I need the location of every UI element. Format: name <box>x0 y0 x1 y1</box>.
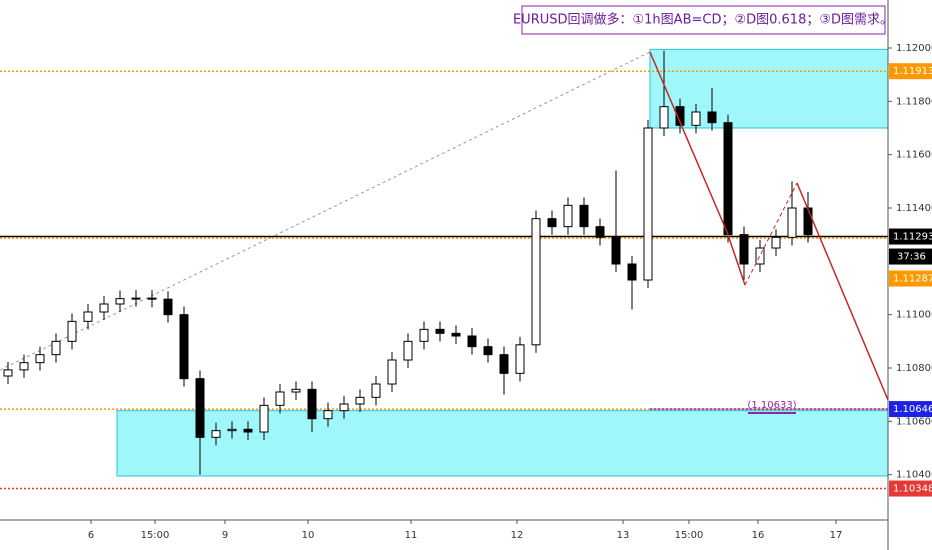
candle-body <box>771 236 781 249</box>
abcd-dashed <box>744 182 798 286</box>
candle-body <box>675 106 685 126</box>
price-label-bg <box>889 63 932 80</box>
price-label: 1.11293 <box>893 232 932 243</box>
y-tick-label: 1.11600 <box>896 150 932 161</box>
candle-body <box>787 207 797 238</box>
candle-body <box>291 388 301 393</box>
y-tick-label: 1.11800 <box>896 96 932 107</box>
candle-body <box>259 404 269 433</box>
candle-body <box>547 218 557 228</box>
candle-body <box>115 298 125 305</box>
candle-body <box>147 297 157 300</box>
candle-body <box>275 391 285 406</box>
candle-body <box>643 127 653 281</box>
candle-body <box>483 346 493 356</box>
price-label-bg <box>889 270 932 287</box>
x-tick-label: 15:00 <box>675 530 704 541</box>
candle-body <box>19 362 29 371</box>
candle-body <box>163 298 173 316</box>
candle-body <box>195 378 205 438</box>
candle-body <box>467 335 477 348</box>
candle-body <box>579 204 589 228</box>
candle-body <box>595 226 605 238</box>
candle-body <box>307 388 317 420</box>
timer: 37:36 <box>897 252 926 263</box>
candle-body <box>707 111 717 124</box>
candle-body <box>179 314 189 380</box>
price-label-bg <box>889 401 932 418</box>
abcd-projection <box>796 182 889 401</box>
y-tick-label: 1.10800 <box>896 363 932 374</box>
candle-body <box>3 369 13 377</box>
price-label: 1.11913 <box>893 66 932 77</box>
candle-body <box>563 204 573 228</box>
candle-body <box>339 403 349 412</box>
candle-body <box>131 297 141 300</box>
x-tick-label: 16 <box>752 530 765 541</box>
annotation-box <box>521 5 886 35</box>
trend-line <box>0 51 651 371</box>
y-tick-label: 1.12000 <box>896 43 932 54</box>
candle-body <box>403 340 413 361</box>
candle-body <box>803 207 813 236</box>
price-label-bg <box>889 228 932 245</box>
y-tick-label: 1.10600 <box>896 416 932 427</box>
abcd-line <box>649 51 746 286</box>
candle-body <box>227 428 237 432</box>
candle-body <box>531 218 541 346</box>
measure-label: (1.10633) <box>747 400 796 411</box>
x-tick-label: 10 <box>302 530 315 541</box>
candle-body <box>35 354 45 364</box>
x-tick-label: 9 <box>222 530 228 541</box>
x-tick-label: 15:00 <box>141 530 170 541</box>
x-tick-label: 13 <box>617 530 630 541</box>
y-tick-label: 1.10400 <box>896 470 932 481</box>
annotation: EURUSD回调做多：①1h图AB=CD；②D图0.618；③D图需求。 <box>513 12 893 28</box>
price-label: 1.10348 <box>893 484 932 495</box>
candle-body <box>419 328 429 342</box>
candle-body <box>659 106 669 129</box>
candle-body <box>723 122 733 236</box>
candle-body <box>67 320 77 342</box>
y-tick-label: 1.11400 <box>896 203 932 214</box>
candle-body <box>627 263 637 281</box>
price-label: 1.10646 <box>893 404 932 415</box>
candle-body <box>211 430 221 438</box>
candle-body <box>323 410 333 420</box>
candle-body <box>99 303 109 313</box>
candle-body <box>691 111 701 126</box>
candle-body <box>755 247 765 265</box>
candle-body <box>243 428 253 433</box>
timer-bg <box>889 248 932 265</box>
candle-body <box>515 344 525 374</box>
candle-body <box>451 332 461 337</box>
candle-body <box>51 340 61 356</box>
price-label: 1.11287 <box>893 274 932 285</box>
x-tick-label: 12 <box>511 530 524 541</box>
candle-body <box>739 234 749 265</box>
candle-body <box>435 328 445 334</box>
x-tick-label: 6 <box>88 530 94 541</box>
candle-body <box>371 383 381 398</box>
x-tick-label: 17 <box>830 530 843 541</box>
candle-body <box>611 236 621 265</box>
x-tick-label: 11 <box>405 530 418 541</box>
y-tick-label: 1.11000 <box>896 310 932 321</box>
candle-body <box>355 396 365 405</box>
demand-zone <box>649 48 889 129</box>
candle-body <box>499 354 509 374</box>
candle-body <box>387 359 397 385</box>
price-label-bg <box>889 480 932 497</box>
demand-zone <box>116 410 889 477</box>
candle-body <box>83 311 93 322</box>
